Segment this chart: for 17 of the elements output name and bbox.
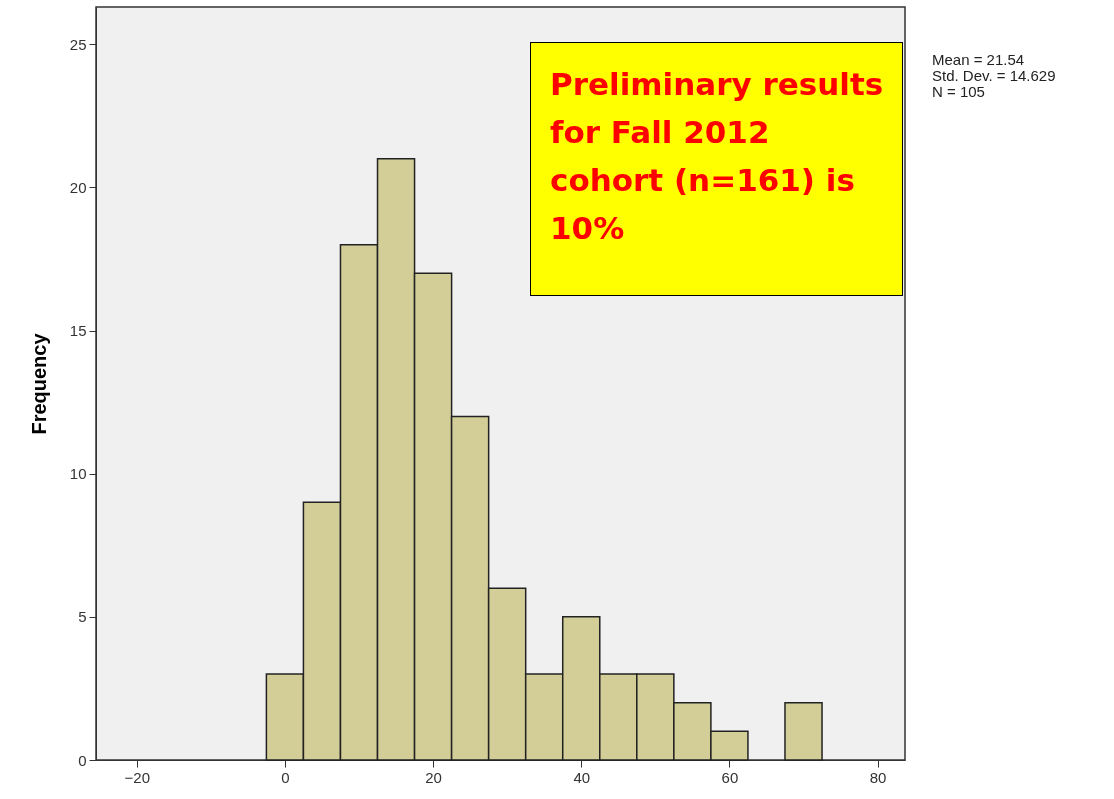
x-tick-label: 60 bbox=[721, 768, 739, 786]
x-tick-label: 80 bbox=[869, 768, 887, 786]
x-tick-label: 40 bbox=[573, 768, 591, 786]
y-tick-label: 15 bbox=[69, 322, 87, 340]
y-tick-label: 25 bbox=[69, 35, 87, 53]
y-tick-label: 5 bbox=[78, 608, 87, 626]
y-tick-label: 20 bbox=[69, 178, 87, 196]
text: N = 105 bbox=[932, 83, 986, 100]
x-tick-label: 0 bbox=[281, 768, 290, 786]
y-tick-label: 0 bbox=[78, 751, 87, 769]
text: Std. Dev. = 14.629 bbox=[932, 67, 1056, 84]
x-tick-label: 20 bbox=[425, 768, 442, 786]
y-axis-title: Frequency bbox=[27, 332, 50, 435]
y-tick-label: 10 bbox=[69, 465, 87, 483]
annotation: Preliminary results for Fall 2012 cohort (n=161) is 10% bbox=[550, 65, 885, 248]
text: Mean = 21.54 bbox=[932, 51, 1026, 68]
x-tick-label: −20 bbox=[124, 768, 150, 786]
